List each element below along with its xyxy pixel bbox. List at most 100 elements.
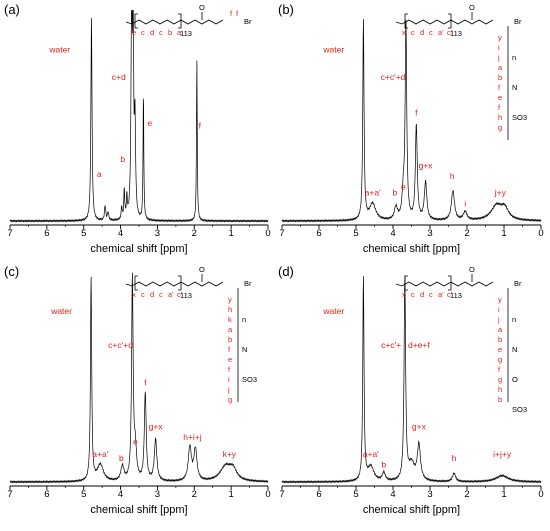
peak-label: h+i+j — [183, 432, 202, 442]
structure-label: c — [429, 290, 433, 299]
peak-label: i — [464, 198, 466, 208]
x-tick-label: 1 — [501, 489, 506, 500]
structure-label: a' — [438, 28, 444, 37]
structure-label: a' — [168, 290, 174, 299]
structure-label: x — [402, 28, 406, 37]
x-tick-label: 5 — [81, 489, 86, 500]
end-group: Br — [244, 17, 252, 26]
peak-label: c+d — [112, 72, 126, 82]
structure-label: c' — [447, 290, 453, 299]
structure-group: n — [242, 315, 246, 324]
peak-label: e — [147, 118, 152, 128]
oxygen-atom: O — [469, 265, 475, 274]
structure-label: g — [498, 375, 502, 384]
structure-label: b — [498, 395, 502, 404]
structure-group: N — [512, 345, 517, 354]
structure-label: f — [228, 345, 231, 354]
x-tick-label: 6 — [44, 489, 49, 500]
structure-label: e — [498, 93, 502, 102]
x-tick-label: 0 — [265, 489, 270, 500]
peak-label: f — [415, 108, 418, 118]
structure-label: h — [228, 305, 232, 314]
panel-label: (b) — [278, 2, 294, 17]
x-tick-label: 4 — [390, 489, 395, 500]
panel-a: (a) 7 6 5 4 3 2 1 0 chemical shift [ppm] water c+d a… — [4, 2, 271, 255]
structure-group: SO3 — [512, 405, 527, 414]
x-tick-label: 7 — [279, 228, 284, 239]
structure-label: j — [497, 53, 500, 62]
end-group: Br — [514, 17, 522, 26]
oxygen-atom: O — [469, 3, 475, 12]
structure-group: SO3 — [242, 375, 257, 384]
peak-label: j+y — [494, 188, 507, 198]
structure-chain — [395, 19, 494, 25]
x-tick-label: 1 — [501, 228, 506, 239]
structure-label: f — [236, 9, 239, 18]
x-tick-label: 5 — [353, 228, 358, 239]
x-tick-label: 1 — [228, 228, 233, 239]
structure-label: b — [498, 335, 502, 344]
x-tick-label: 0 — [265, 228, 270, 239]
structure-label: b — [168, 28, 172, 37]
structure-label: i — [228, 375, 230, 384]
structure-group: n — [512, 315, 516, 324]
structure-label: d — [150, 28, 154, 37]
x-tick-label: 3 — [427, 228, 432, 239]
end-group: Br — [514, 279, 522, 288]
peak-label: i+j+y — [493, 449, 512, 459]
structure-bracket — [134, 13, 138, 29]
spectrum-line — [281, 275, 542, 484]
peak-label: b — [120, 154, 125, 164]
panel-label: (c) — [4, 264, 19, 279]
x-tick-label: 7 — [7, 489, 12, 500]
x-tick-label: 6 — [316, 228, 321, 239]
structure-label: a — [498, 63, 503, 72]
structure-chain — [125, 281, 224, 287]
structure-label: f — [228, 365, 231, 374]
structure-group: N — [512, 83, 517, 92]
structure-label: j — [227, 385, 230, 394]
x-tick-label: 0 — [538, 228, 543, 239]
panel-b: (b) 7 6 5 4 3 2 1 0 chemical shift [ppm] water c+c'… — [278, 2, 544, 255]
peak-label: h — [452, 453, 457, 463]
x-tick-label: 4 — [390, 228, 395, 239]
panel-c: (c) 7 6 5 4 3 2 1 0 chemical shift [ppm] water c+c'… — [4, 264, 271, 516]
repeat-count: 113 — [450, 291, 462, 300]
spectrum-line — [281, 19, 542, 223]
structure-bracket — [404, 13, 408, 29]
peak-label: k+y — [223, 449, 237, 459]
structure-label: a — [228, 325, 233, 334]
peak-label: f — [199, 120, 202, 130]
peak-label: a+a' — [363, 449, 379, 459]
peak-label: c+c'+d — [108, 340, 133, 350]
peak-label: g+x — [419, 160, 434, 170]
structure-bracket — [178, 275, 182, 291]
repeat-count: 113 — [180, 291, 192, 300]
repeat-count: 113 — [180, 29, 192, 38]
structure-label: c — [141, 28, 145, 37]
structure-label: x — [402, 290, 406, 299]
structure-label: c' — [447, 28, 453, 37]
x-axis-label: chemical shift [ppm] — [363, 504, 460, 516]
structure-label: c — [429, 28, 433, 37]
peak-label: b — [119, 453, 124, 463]
structure-label: y — [498, 295, 502, 304]
structure-chain — [395, 281, 494, 287]
structure-label: c — [159, 28, 163, 37]
x-tick-label: 3 — [155, 489, 160, 500]
structure-group: O — [512, 375, 518, 384]
panel-label: (d) — [278, 264, 294, 279]
structure-label: f — [498, 365, 501, 374]
x-tick-label: 7 — [7, 228, 12, 239]
structure-label: e — [132, 28, 136, 37]
x-tick-label: 6 — [316, 489, 321, 500]
structure-label: e — [498, 345, 502, 354]
structure-label: d — [150, 290, 154, 299]
structure-label: x — [132, 290, 136, 299]
structure-label: d — [420, 28, 424, 37]
structure-label: g — [498, 123, 502, 132]
x-axis-label: chemical shift [ppm] — [90, 243, 187, 255]
x-tick-label: 6 — [44, 228, 49, 239]
